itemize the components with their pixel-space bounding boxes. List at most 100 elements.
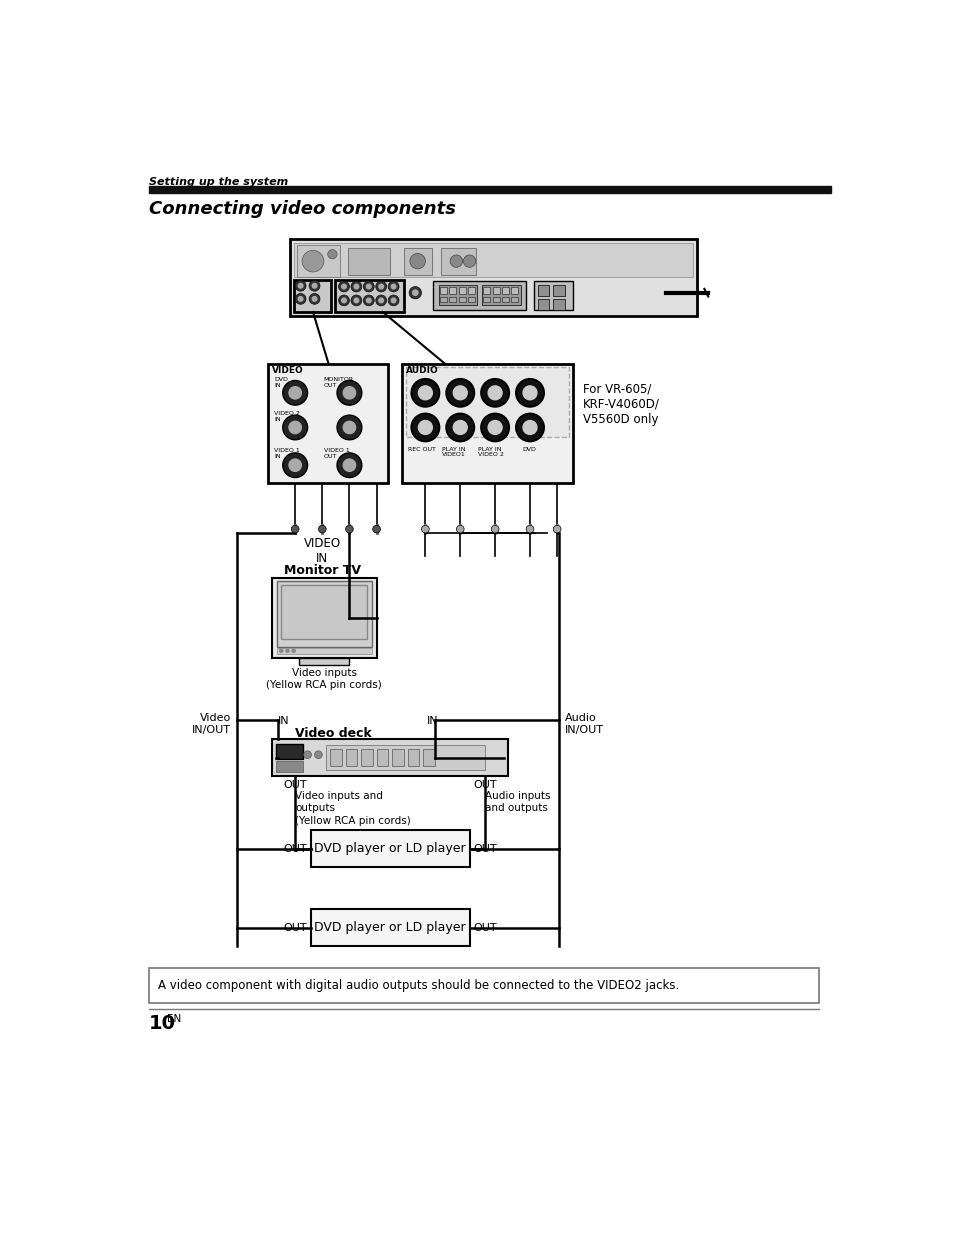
Circle shape [391,298,395,303]
Circle shape [516,413,543,441]
Bar [392,748,403,766]
Circle shape [354,298,358,303]
Bar [311,910,469,947]
Text: Video
IN/OUT: Video IN/OUT [192,713,231,735]
Circle shape [488,420,501,434]
Circle shape [488,386,501,399]
Circle shape [453,420,467,434]
Text: Connecting video components: Connecting video components [149,200,456,218]
Bar [481,285,520,305]
Bar [404,248,431,275]
Text: AUDIO: AUDIO [406,366,438,375]
Circle shape [412,290,417,296]
Circle shape [411,379,439,407]
Bar [501,287,509,295]
Circle shape [446,413,474,441]
Circle shape [516,379,543,407]
Text: 10: 10 [149,1015,175,1033]
Bar [298,658,349,665]
Circle shape [351,281,361,292]
Circle shape [282,416,307,440]
Bar [311,830,469,867]
Text: VIDEO 2
IN: VIDEO 2 IN [274,412,300,422]
Circle shape [312,297,316,301]
Circle shape [282,453,307,477]
Circle shape [279,650,282,652]
Circle shape [303,751,311,758]
Bar [458,297,465,302]
Bar [534,281,572,311]
Text: PLAY IN
VIDEO 2: PLAY IN VIDEO 2 [477,446,503,457]
Text: EN: EN [167,1015,181,1025]
Circle shape [366,298,371,303]
Bar [360,748,373,766]
Circle shape [338,295,349,306]
Circle shape [522,386,537,399]
Circle shape [453,386,467,399]
Text: Monitor TV: Monitor TV [283,563,360,577]
Text: A video component with digital audio outputs should be connected to the VIDEO2 j: A video component with digital audio out… [158,979,679,991]
Text: DVD player or LD player: DVD player or LD player [314,921,465,935]
Circle shape [336,453,361,477]
Circle shape [363,295,374,306]
Bar [483,287,490,295]
Circle shape [491,525,498,533]
Text: Video inputs and
outputs
(Yellow RCA pin cords): Video inputs and outputs (Yellow RCA pin… [294,790,411,826]
Text: OUT: OUT [473,843,497,853]
Circle shape [289,422,301,434]
Circle shape [294,280,306,291]
Bar [537,298,549,309]
Text: Setting up the system: Setting up the system [149,178,288,187]
Circle shape [456,525,464,533]
Text: IN: IN [278,716,290,726]
Circle shape [463,255,476,268]
Bar [537,285,549,296]
Text: For VR-605/
KRF-V4060D/
V5560D only: For VR-605/ KRF-V4060D/ V5560D only [582,382,659,425]
Bar [438,285,476,305]
Text: Video inputs
(Yellow RCA pin cords): Video inputs (Yellow RCA pin cords) [266,668,382,690]
Circle shape [338,281,349,292]
Bar [406,367,568,436]
Circle shape [418,386,432,399]
Circle shape [292,650,294,652]
Circle shape [336,381,361,406]
Text: OUT: OUT [473,924,497,933]
Bar [553,298,564,309]
Circle shape [289,459,301,471]
Bar [376,748,388,766]
Bar [439,287,447,295]
Circle shape [480,379,509,407]
Circle shape [298,284,303,289]
Bar [276,582,372,647]
Bar [553,285,564,296]
Text: PLAY IN
VIDEO1: PLAY IN VIDEO1 [442,446,466,457]
Circle shape [343,459,355,471]
Circle shape [446,379,474,407]
Circle shape [378,285,383,289]
Bar [511,287,517,295]
Text: DVD: DVD [521,446,536,451]
Circle shape [298,297,303,301]
Bar [468,287,475,295]
Circle shape [318,525,326,533]
Circle shape [378,298,383,303]
Text: VIDEO
IN: VIDEO IN [303,536,340,565]
Circle shape [553,525,560,533]
Circle shape [522,420,537,434]
Bar [268,364,388,483]
Bar [439,297,447,302]
Text: OUT: OUT [283,924,307,933]
Bar [493,287,499,295]
Circle shape [343,387,355,399]
Bar [275,761,303,772]
Circle shape [410,254,425,269]
Circle shape [411,413,439,441]
Circle shape [314,751,322,758]
Text: VIDEO 1
IN: VIDEO 1 IN [274,449,299,459]
Circle shape [341,285,346,289]
Bar [272,577,376,658]
Circle shape [525,525,534,533]
Bar [468,297,475,302]
Text: MONITOR
OUT: MONITOR OUT [323,377,354,388]
Bar [493,297,499,302]
